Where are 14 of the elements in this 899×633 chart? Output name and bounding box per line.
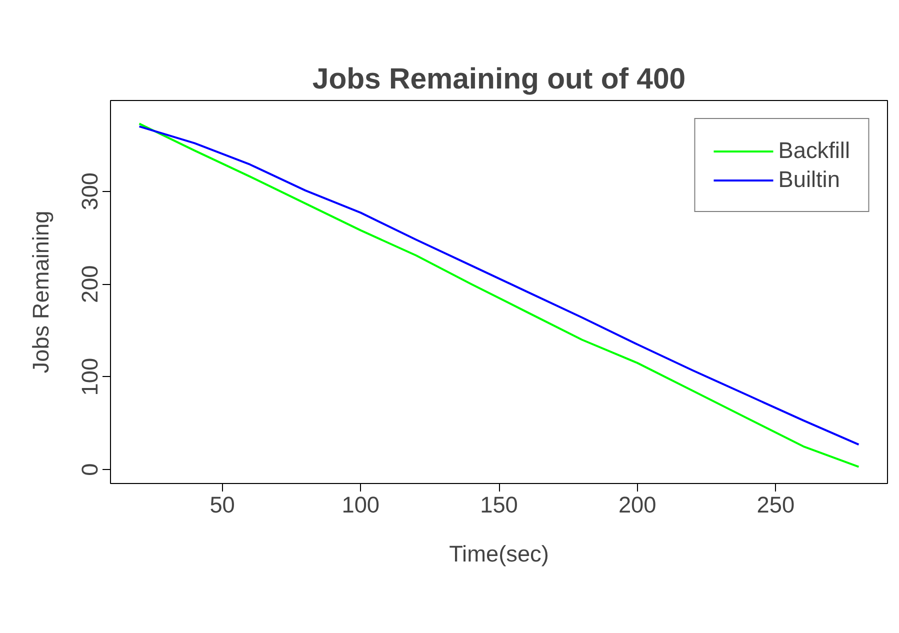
chart-title: Jobs Remaining out of 400 (312, 62, 686, 96)
legend-label: Builtin (778, 166, 840, 193)
x-axis-title: Time(sec) (449, 540, 549, 566)
x-tick-label: 50 (210, 492, 235, 518)
y-tick-label: 100 (76, 358, 102, 396)
y-tick-label: 0 (76, 463, 102, 476)
x-tick-label: 200 (618, 492, 656, 518)
x-tick-label: 100 (342, 492, 380, 518)
legend-label: Backfill (778, 137, 850, 164)
y-axis-title: Jobs Remaining (28, 210, 54, 374)
y-tick-label: 300 (76, 172, 102, 210)
x-tick-label: 150 (480, 492, 518, 518)
y-tick-label: 200 (76, 265, 102, 304)
x-tick-label: 250 (756, 492, 795, 518)
